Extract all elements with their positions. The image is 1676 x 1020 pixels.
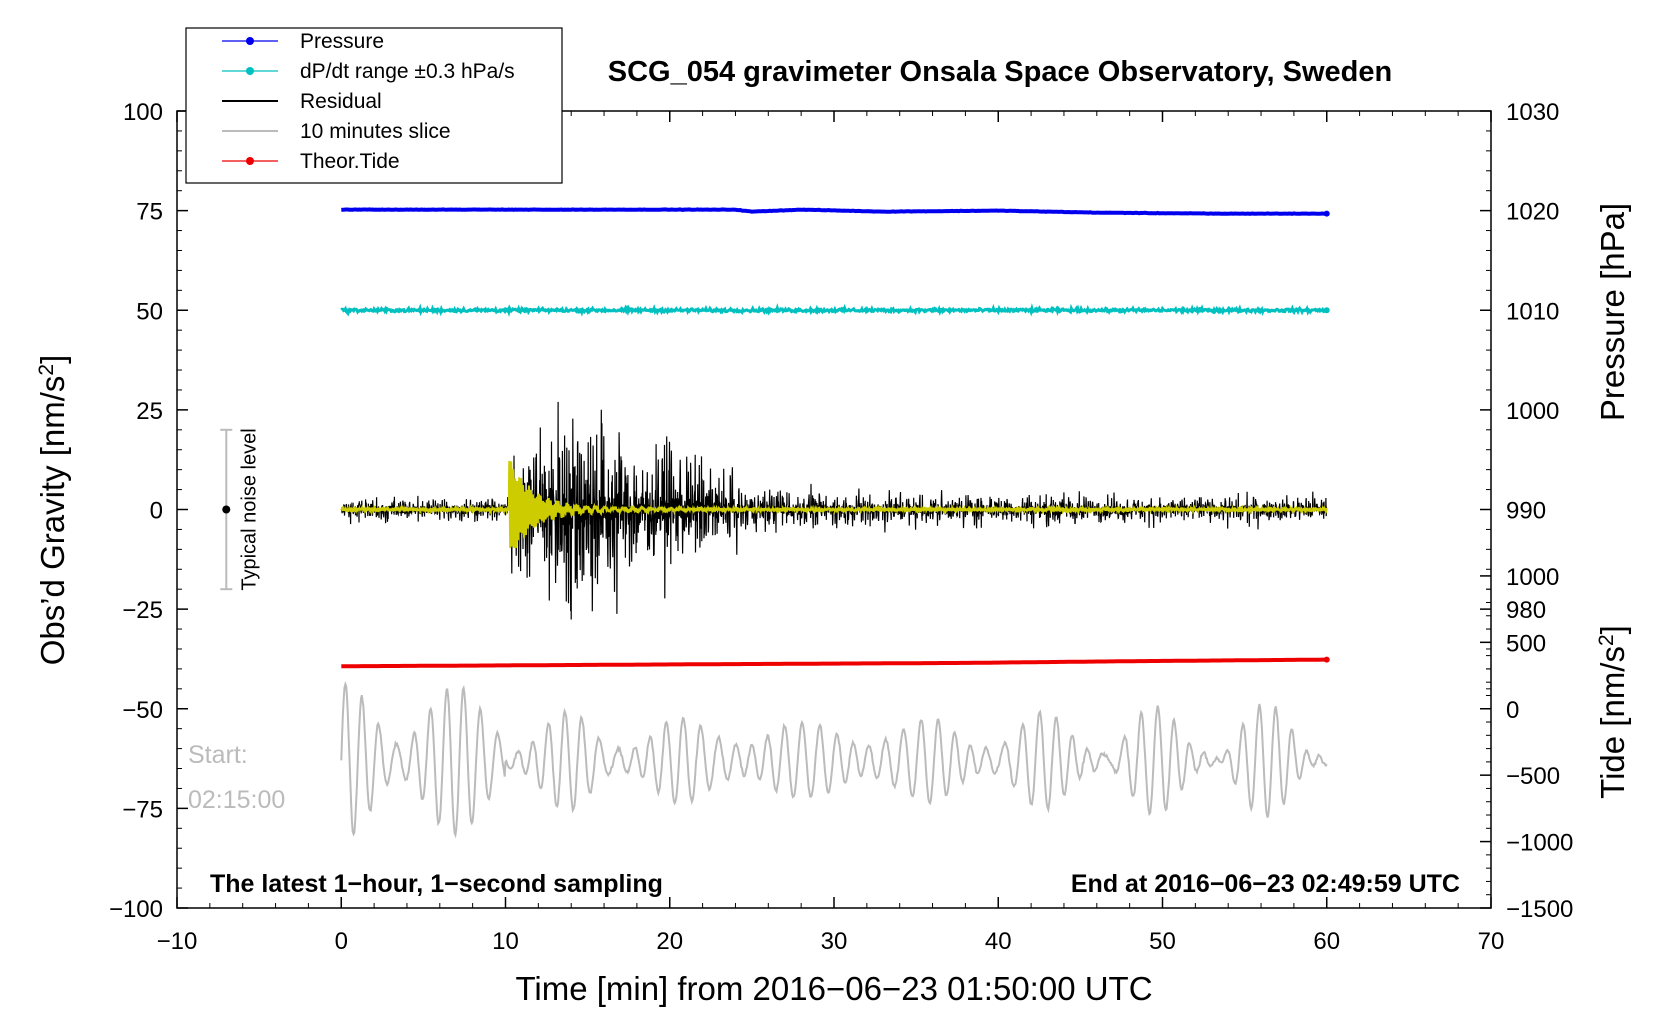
- x-axis-label: Time [min] from 2016−06−23 01:50:00 UTC: [515, 970, 1152, 1007]
- tide-tick-label: 1000: [1506, 564, 1559, 591]
- pressure-tick-label: 980: [1506, 597, 1546, 624]
- pressure-axis-label: Pressure [hPa]: [1594, 203, 1631, 421]
- end-time-note: End at 2016−06−23 02:49:59 UTC: [1071, 870, 1460, 898]
- pressure-end-dot: [1323, 210, 1330, 217]
- tide-axis-label-end: ]: [1594, 625, 1631, 634]
- x-tick-label: 30: [821, 928, 848, 955]
- pressure-tick-label: 990: [1506, 498, 1546, 525]
- y-tick-label: 100: [123, 99, 163, 126]
- tide-tick-label: 500: [1506, 630, 1546, 657]
- legend: Pressure dP/dt range ±0.3 hPa/s Residual 10…: [185, 27, 563, 184]
- legend-label: Pressure: [300, 30, 384, 53]
- tide-end-dot: [1323, 656, 1330, 663]
- y-tick-label: 75: [136, 199, 163, 226]
- tide-tick-label: −1000: [1506, 830, 1573, 857]
- x-tick-label: 40: [985, 928, 1012, 955]
- series-end-dots: [1323, 210, 1330, 663]
- x-tick-label: 0: [335, 928, 348, 955]
- legend-label: Residual: [300, 90, 382, 113]
- tide-axis-ticks: 1000 500 0 −500 −1000 −1500: [1480, 564, 1573, 923]
- tide-axis-label-main: Tide [nm/s: [1594, 646, 1631, 799]
- y-tick-label: 25: [136, 398, 163, 425]
- pressure-tick-label: 1010: [1506, 298, 1559, 325]
- slice-line: [340, 680, 1328, 839]
- x-tick-label: 50: [1149, 928, 1176, 955]
- pressure-line: [341, 207, 1326, 216]
- y-axis-label-left-sup: 2: [35, 364, 58, 376]
- x-tick-label: 10: [492, 928, 519, 955]
- pressure-axis-ticks: 1030 1020 1010 1000 990 980: [1480, 99, 1559, 690]
- series-layer: [340, 207, 1328, 839]
- tide-tick-label: 0: [1506, 697, 1519, 724]
- noise-center-dot: [222, 505, 231, 514]
- noise-level-bar: [220, 428, 233, 591]
- legend-marker: [246, 37, 254, 45]
- y-axis-label-left-main: Obs’d Gravity [nm/s: [34, 376, 71, 666]
- dpdt-line: [340, 302, 1328, 318]
- y-tick-label: −25: [122, 597, 163, 624]
- y-tick-label: 0: [150, 498, 163, 525]
- y-tick-label: −75: [122, 796, 163, 823]
- y-tick-label: −50: [122, 697, 163, 724]
- pressure-tick-label: 1000: [1506, 398, 1559, 425]
- legend-label: Theor.Tide: [300, 150, 400, 173]
- tide-line: [341, 657, 1327, 669]
- sampling-note: The latest 1−hour, 1−second sampling: [210, 870, 663, 898]
- start-label: Start:: [188, 741, 248, 769]
- chart-title: SCG_054 gravimeter Onsala Space Observat…: [608, 56, 1392, 88]
- legend-marker: [246, 67, 254, 75]
- legend-label: dP/dt range ±0.3 hPa/s: [300, 60, 515, 83]
- noise-level-label: Typical noise level: [238, 428, 260, 590]
- legend-marker: [246, 157, 254, 165]
- tide-axis-label-sup: 2: [1595, 634, 1618, 646]
- y-tick-label: 50: [136, 298, 163, 325]
- filtered-residual-line: [340, 460, 1328, 549]
- start-time: 02:15:00: [188, 786, 285, 814]
- legend-box: [185, 27, 563, 184]
- y-tick-label: −100: [109, 896, 163, 923]
- x-tick-label: 70: [1478, 928, 1505, 955]
- y-axis-ticks: 100 75 50 25 0 −25 −50 −75 −100: [109, 99, 188, 923]
- dpdt-end-dot: [1323, 307, 1330, 314]
- tide-axis-label: Tide [nm/s2]: [1594, 625, 1631, 799]
- pressure-tick-label: 1020: [1506, 199, 1559, 226]
- y-axis-label-left: Obs’d Gravity [nm/s2]: [34, 355, 71, 666]
- pressure-tick-label: 1030: [1506, 99, 1559, 126]
- y-axis-label-left-end: ]: [34, 355, 71, 364]
- x-tick-label: −10: [157, 928, 198, 955]
- tide-tick-label: −500: [1506, 763, 1560, 790]
- tide-tick-label: −1500: [1506, 896, 1573, 923]
- x-tick-label: 60: [1313, 928, 1340, 955]
- x-tick-label: 20: [656, 928, 683, 955]
- legend-label: 10 minutes slice: [300, 120, 451, 143]
